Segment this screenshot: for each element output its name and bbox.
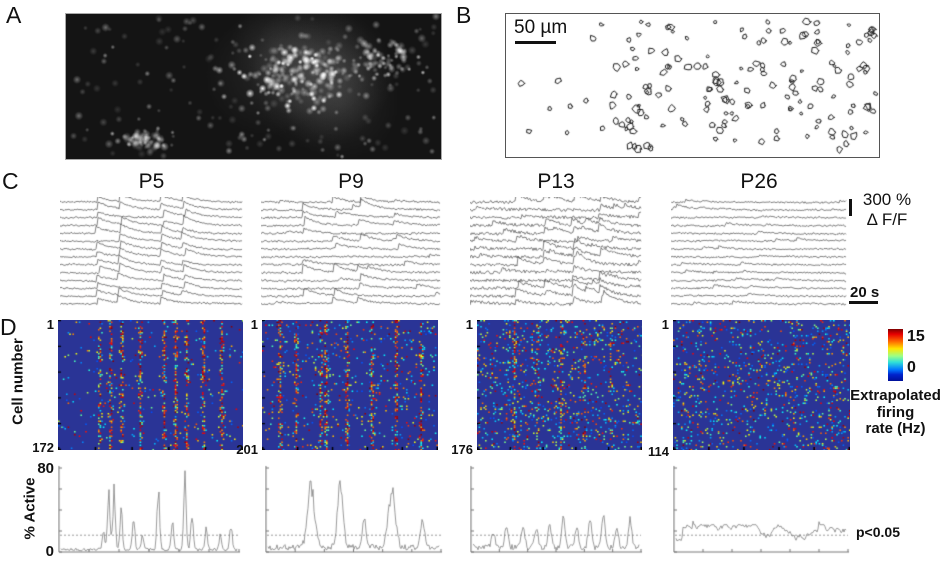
colorbar-title-line-3: rate (Hz) — [865, 420, 926, 437]
heatmap-2-first-cell: 1 — [250, 317, 258, 332]
amplitude-scale-unit: Δ F/F — [866, 209, 908, 229]
heatmap-4-last-cell: 114 — [648, 444, 669, 459]
trace-plot-p5 — [60, 197, 243, 309]
firing-rate-heatmap-p13 — [477, 320, 642, 450]
heatmap-2-last-cell: 201 — [236, 442, 258, 457]
firing-rate-heatmap-p5 — [58, 320, 243, 450]
scale-bar-label: 50 µm — [514, 17, 568, 38]
firing-rate-heatmap-p9 — [262, 320, 438, 450]
panel-b-cell-outline-map — [505, 13, 880, 158]
age-title-p9: P9 — [338, 170, 364, 193]
trace-plot-p9 — [261, 197, 441, 309]
percent-active-ymin: 0 — [45, 543, 54, 560]
time-scale-bar — [849, 301, 878, 304]
panel-b-label: B — [456, 2, 472, 28]
panel-b-canvas — [506, 14, 879, 157]
panel-a-label: A — [6, 2, 22, 28]
time-scale-label: 20 s — [850, 284, 880, 301]
colorbar-min-label: 0 — [907, 359, 916, 376]
heatmap-4-first-cell: 1 — [661, 317, 669, 332]
heatmap-3-first-cell: 1 — [465, 317, 473, 332]
percent-active-ymax: 80 — [37, 460, 54, 477]
amplitude-scale-bar — [849, 199, 852, 216]
trace-plot-p26 — [671, 197, 847, 309]
panel-c-label: C — [2, 168, 19, 194]
amplitude-scale-value: 300 % — [862, 190, 912, 209]
age-title-p5: P5 — [138, 170, 165, 193]
colorbar-title-line-1: Extrapolated — [850, 387, 941, 404]
significance-label: p<0.05 — [856, 524, 900, 540]
age-title-p26: P26 — [740, 170, 778, 193]
panel-a-fluorescence-image — [65, 13, 442, 160]
amplitude-scale-label: 300 % Δ F/F — [854, 190, 920, 229]
age-title-p13: P13 — [537, 170, 575, 193]
firing-rate-heatmap-p26 — [673, 320, 850, 450]
trace-plot-p13 — [470, 197, 642, 309]
cell-number-axis-label: Cell number — [9, 338, 27, 425]
colorbar-title-line-2: firing — [876, 403, 915, 421]
heatmap-1-last-cell: 172 — [32, 440, 54, 455]
percent-active-plot-p5 — [58, 464, 241, 558]
heatmap-1-first-cell: 1 — [46, 317, 54, 332]
colorbar — [888, 329, 903, 381]
heatmap-3-last-cell: 176 — [451, 442, 473, 457]
scale-bar-line — [515, 41, 556, 44]
colorbar-max-label: 15 — [907, 328, 925, 345]
percent-active-plot-p26 — [673, 464, 850, 558]
percent-active-plot-p13 — [470, 464, 643, 558]
percent-active-plot-p9 — [265, 464, 443, 558]
colorbar-title: Extrapolated firing rate (Hz) — [840, 387, 951, 438]
panel-d-label: D — [0, 314, 17, 340]
